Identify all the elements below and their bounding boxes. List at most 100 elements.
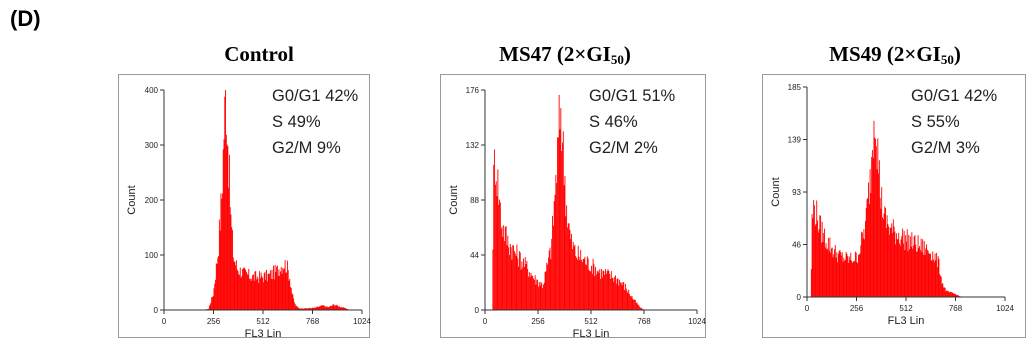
histogram-bar (290, 287, 291, 310)
stat-g2m: G2/M 2% (589, 139, 658, 157)
histogram-bar (274, 265, 276, 310)
y-tick-label: 100 (145, 251, 159, 260)
histogram-bar (596, 271, 598, 310)
histogram-bar (600, 279, 602, 310)
histogram-bar (283, 268, 285, 310)
histogram-bar (852, 261, 854, 297)
histogram-bar (230, 214, 232, 310)
histogram-bar (345, 308, 347, 310)
histogram-bar (325, 307, 327, 310)
histogram-bar (258, 283, 260, 310)
histogram-bar (865, 208, 867, 297)
chart-svg-ms47: 0 256 512 768 1024 0 44 88 132 176 FL3 Lin Count (448, 86, 706, 340)
histogram-bar (245, 269, 247, 310)
histogram-bar (609, 273, 611, 310)
histogram-bar (516, 244, 518, 310)
histogram-bar (878, 173, 880, 297)
histogram-bar (924, 255, 926, 297)
histogram-bar (917, 235, 919, 297)
histogram-bar (813, 205, 815, 297)
histogram-bar (884, 206, 886, 297)
histogram-bar (319, 306, 321, 310)
histogram-bar (633, 299, 635, 310)
histogram-bar (583, 258, 585, 310)
histogram-bar (634, 299, 635, 310)
histogram-bar (216, 264, 218, 310)
y-tick-label: 44 (470, 251, 479, 260)
histogram-bar (494, 149, 496, 310)
histogram-bar (225, 134, 227, 310)
histogram-bar (874, 137, 876, 297)
histogram-bar (588, 269, 590, 310)
histogram-bar (816, 200, 818, 297)
histogram-bar (286, 260, 288, 310)
histogram-bar (865, 220, 866, 297)
histogram-bar (338, 306, 339, 310)
histogram-bar (817, 220, 818, 297)
histogram-bar (950, 292, 952, 297)
histogram-bar (881, 187, 883, 297)
histogram-bar (281, 273, 283, 310)
histogram-bar (331, 305, 333, 310)
histogram-bar (247, 275, 249, 310)
histogram-bar (320, 305, 322, 310)
histogram-bar (935, 260, 937, 297)
histogram-bar (232, 230, 233, 310)
histogram-bar (522, 267, 524, 310)
histogram-bar (619, 282, 621, 310)
histogram-bar (898, 232, 900, 297)
histogram-bar (885, 208, 887, 297)
histogram-bar (262, 277, 264, 310)
histogram-bar (940, 275, 941, 297)
histogram-bar (546, 262, 548, 310)
histogram-bar (307, 308, 309, 310)
histogram-bar (509, 244, 511, 310)
histogram-bar (512, 245, 514, 310)
y-tick-label: 400 (145, 86, 159, 95)
histogram-bar (209, 304, 211, 310)
histogram-bar (234, 262, 236, 310)
histogram-bar (249, 278, 250, 310)
histogram-bar (511, 259, 513, 310)
y-axis-label: Count (770, 177, 782, 206)
histogram-bar (626, 291, 628, 310)
histogram-bar (631, 295, 633, 310)
histogram-bar (579, 260, 581, 310)
histogram-bar (944, 287, 946, 297)
histogram-bar (504, 227, 506, 310)
histogram-bar (632, 298, 634, 310)
histogram-bar (243, 267, 245, 310)
histogram-bar (304, 308, 306, 310)
histogram-bar (899, 243, 900, 297)
histogram-bar (937, 256, 939, 297)
histogram-bar (613, 281, 615, 310)
histogram-bar (542, 284, 544, 310)
histogram-bar (835, 257, 837, 297)
histogram-bar (228, 187, 230, 310)
histogram-bar (551, 238, 553, 310)
histogram-bar (953, 293, 955, 297)
histogram-bar (922, 239, 924, 297)
histogram-bar (586, 256, 588, 310)
histogram-bar (538, 286, 539, 310)
histogram-bar (592, 258, 594, 310)
histogram-bar (550, 259, 552, 310)
histogram-bars (202, 90, 350, 311)
histogram-bar (888, 226, 890, 297)
histogram-bar (830, 252, 832, 297)
histogram-bar (828, 250, 830, 297)
histogram-bar (595, 266, 597, 310)
histogram-bar (813, 199, 815, 297)
histogram-bar (210, 302, 212, 310)
histogram-bar (627, 292, 629, 310)
histogram-bar (282, 267, 284, 310)
histogram-bar (334, 305, 336, 310)
histogram-bar (901, 236, 903, 297)
histogram-bar (217, 257, 219, 310)
histogram-bar (533, 280, 535, 310)
histogram-bar (251, 278, 253, 310)
histogram-bar (513, 251, 515, 310)
histogram-bar (220, 193, 222, 310)
histogram-bar (623, 282, 625, 310)
histogram-bar (293, 298, 295, 310)
